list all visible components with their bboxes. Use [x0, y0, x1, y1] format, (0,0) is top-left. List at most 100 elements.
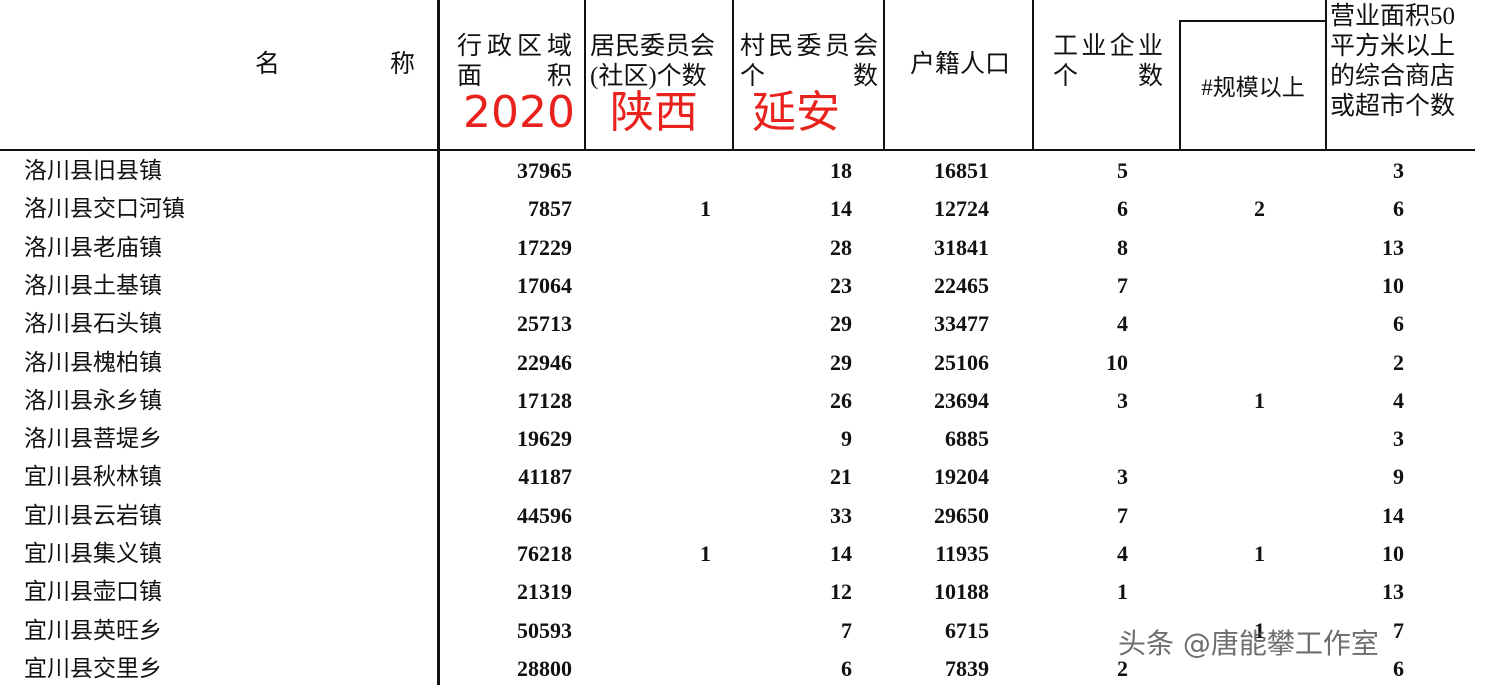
cell-value: 23 — [830, 272, 852, 298]
cell-value: 28800 — [517, 655, 572, 681]
cell-value: 13 — [1382, 234, 1404, 260]
cell-value: 12724 — [934, 196, 989, 222]
cell-value: 13 — [1382, 579, 1404, 605]
cell-value: 1 — [700, 196, 711, 222]
rule — [732, 0, 734, 150]
cell-value: 7839 — [945, 655, 989, 681]
cell-value: 6 — [1393, 655, 1404, 681]
rule — [437, 0, 440, 685]
row-name: 洛川县槐柏镇 — [24, 349, 162, 375]
overlay-label: 延安 — [752, 87, 840, 138]
cell-value: 10 — [1382, 272, 1404, 298]
row-name: 宜川县交里乡 — [24, 655, 162, 681]
cell-value: 29 — [830, 349, 852, 375]
cell-value: 2 — [1117, 655, 1128, 681]
cell-value: 7857 — [528, 196, 572, 222]
cell-value: 6 — [841, 655, 852, 681]
rule — [883, 0, 885, 150]
cell-value: 7 — [841, 617, 852, 643]
watermark: 头条 @唐能攀工作室 — [1118, 627, 1379, 660]
cell-value: 4 — [1393, 387, 1404, 413]
cell-value: 1 — [1117, 579, 1128, 605]
cell-value: 37965 — [517, 158, 572, 183]
cell-value: 22946 — [517, 349, 572, 375]
cell-value: 7 — [1117, 272, 1128, 298]
cell-value: 17128 — [517, 387, 572, 413]
column-header: 或超市个数 — [1330, 93, 1456, 120]
column-header: 村民委员会 — [740, 33, 878, 60]
cell-value: 10 — [1106, 349, 1128, 375]
cell-value: 18 — [830, 158, 852, 183]
cell-value: 1 — [1254, 387, 1265, 413]
cell-value: 1 — [1254, 617, 1265, 643]
column-header: #规模以上 — [1201, 75, 1305, 100]
column-header: 名 称 — [255, 51, 415, 78]
cell-value: 6885 — [945, 426, 989, 452]
column-header: (社区)个数 — [590, 63, 707, 90]
cell-value: 10 — [1382, 541, 1404, 566]
cell-value: 8 — [1117, 234, 1128, 260]
cell-value: 76218 — [517, 541, 572, 566]
cell-value: 33 — [830, 502, 852, 528]
row-name: 洛川县石头镇 — [24, 311, 162, 337]
cell-value: 3 — [1117, 464, 1128, 490]
row-name: 宜川县集义镇 — [24, 541, 162, 566]
cell-value: 14 — [1382, 502, 1404, 528]
cell-value: 6 — [1393, 311, 1404, 337]
cell-value: 4 — [1117, 541, 1128, 566]
rule — [0, 149, 1475, 151]
cell-value: 1 — [1254, 541, 1265, 566]
cell-value: 50593 — [517, 617, 572, 643]
row-name: 宜川县英旺乡 — [24, 617, 162, 643]
rule — [1179, 20, 1327, 22]
row-name: 洛川县交口河镇 — [24, 196, 185, 222]
row-name: 洛川县菩堤乡 — [24, 426, 162, 452]
cell-value: 26 — [830, 387, 852, 413]
cell-value: 1 — [700, 541, 711, 566]
cell-value: 28 — [830, 234, 852, 260]
cell-value: 17064 — [517, 272, 572, 298]
rule — [1179, 20, 1181, 150]
cell-value: 21319 — [517, 579, 572, 605]
cell-value: 6 — [1117, 196, 1128, 222]
cell-value: 2 — [1254, 196, 1265, 222]
cell-value: 6 — [1393, 196, 1404, 222]
cell-value: 5 — [1117, 158, 1128, 183]
row-name: 宜川县壶口镇 — [24, 579, 162, 605]
cell-value: 4 — [1117, 311, 1128, 337]
row-name: 洛川县旧县镇 — [24, 158, 162, 183]
column-header: 个数 — [740, 63, 878, 90]
cell-value: 25713 — [517, 311, 572, 337]
cell-value: 33477 — [934, 311, 989, 337]
cell-value: 44596 — [517, 502, 572, 528]
column-header: 行政区域 — [457, 33, 572, 60]
cell-value: 12 — [830, 579, 852, 605]
row-name: 洛川县永乡镇 — [24, 387, 162, 413]
cell-value: 17229 — [517, 234, 572, 260]
cell-value: 11935 — [935, 541, 989, 566]
row-name: 宜川县云岩镇 — [24, 502, 162, 528]
overlay-label: 陕西 — [610, 87, 698, 138]
cell-value: 3 — [1117, 387, 1128, 413]
cell-value: 41187 — [518, 464, 572, 490]
cell-value: 22465 — [934, 272, 989, 298]
column-header: 营业面积50 — [1330, 3, 1456, 30]
cell-value: 2 — [1393, 349, 1404, 375]
column-header: 户籍人口 — [909, 51, 1010, 78]
cell-value: 7 — [1393, 617, 1404, 643]
rule — [1325, 0, 1327, 150]
cell-value: 10188 — [934, 579, 989, 605]
cell-value: 3 — [1393, 426, 1404, 452]
column-header: 面积 — [457, 63, 572, 90]
cell-value: 3 — [1393, 158, 1404, 183]
cell-value: 14 — [830, 196, 852, 222]
cell-value: 19629 — [517, 426, 572, 452]
row-name: 洛川县土基镇 — [24, 272, 162, 298]
cell-value: 14 — [830, 541, 852, 566]
column-header: 居民委员会 — [590, 33, 716, 60]
rule — [1032, 0, 1034, 150]
cell-value: 9 — [841, 426, 852, 452]
cell-value: 21 — [830, 464, 852, 490]
cell-value: 9 — [1393, 464, 1404, 490]
